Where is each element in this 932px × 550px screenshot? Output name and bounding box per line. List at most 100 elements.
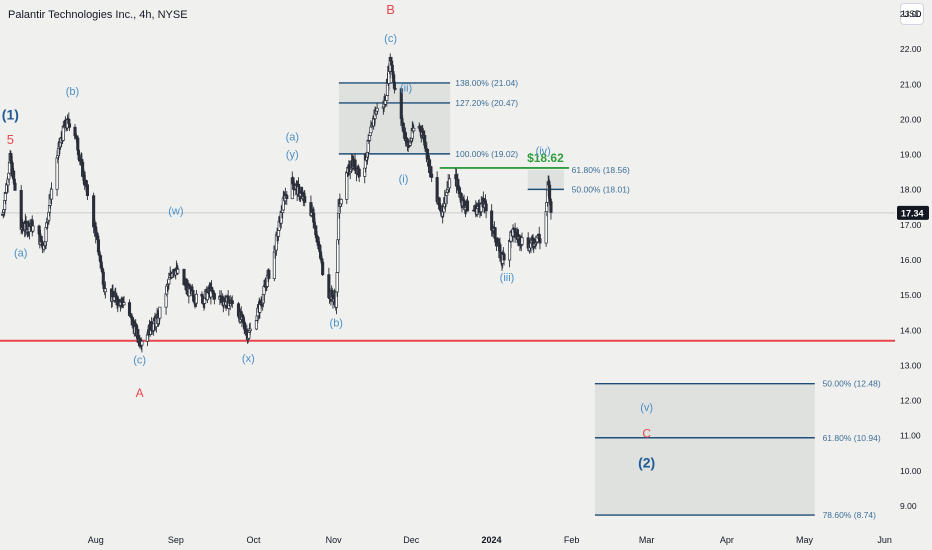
- candle-body: [393, 88, 397, 90]
- candle-body: [122, 302, 126, 306]
- wave-label: (1): [2, 106, 19, 122]
- candle-body: [85, 184, 89, 197]
- candle-body: [12, 170, 16, 180]
- candle-body: [167, 278, 171, 285]
- candle-body: [248, 328, 252, 331]
- fib-level-label: 100.00% (19.02): [455, 149, 518, 159]
- wave-label: (a): [286, 132, 299, 144]
- wave-label: (ii): [400, 82, 412, 94]
- price-tick-label: 13.00: [900, 360, 922, 370]
- candle-body: [357, 168, 361, 177]
- candle-body: [176, 268, 180, 274]
- candle-body: [230, 300, 234, 305]
- wave-label: C: [642, 426, 651, 440]
- level-lines: 138.00% (21.04) 127.20% (20.47) 100.00% (1…: [0, 78, 895, 520]
- wave-label: (x): [242, 353, 255, 365]
- candle-body: [502, 253, 506, 261]
- wave-label: (c): [384, 33, 397, 45]
- candle-body: [484, 203, 488, 212]
- candle-body: [73, 126, 77, 137]
- time-tick-label: Jun: [877, 535, 892, 545]
- candle-body: [96, 235, 100, 241]
- time-tick-label: Aug: [88, 535, 104, 545]
- candle-body: [31, 225, 35, 232]
- candle-body: [508, 240, 512, 261]
- candle-body: [548, 184, 552, 200]
- wave-label: (v): [640, 402, 653, 414]
- price-tick-label: 18.00: [900, 185, 922, 195]
- candle-body: [549, 201, 553, 213]
- time-tick-label: 2024: [481, 535, 501, 545]
- candle-body: [37, 225, 41, 235]
- fib-level-label: 78.60% (8.74): [823, 510, 877, 520]
- candle-body: [412, 127, 416, 132]
- time-tick-label: Oct: [246, 535, 261, 545]
- candle-body: [368, 132, 372, 136]
- candle-body: [544, 211, 548, 244]
- fib-level-label: 50.00% (12.48): [823, 379, 881, 389]
- price-tick-label: 15.00: [900, 290, 922, 300]
- price-tick-label: 14.00: [900, 325, 922, 335]
- currency-button[interactable]: USD: [900, 3, 924, 25]
- time-tick-label: Feb: [564, 535, 580, 545]
- price-tick-label: 11.00: [900, 431, 921, 441]
- fib-box: [594, 383, 815, 516]
- price-tick-label: 20.00: [900, 114, 922, 124]
- price-tick-label: 23.00: [900, 9, 922, 19]
- candle-body: [67, 123, 72, 128]
- target-price-label: $18.62: [527, 151, 564, 165]
- candle-body: [39, 235, 43, 242]
- price-tick-label: 16.00: [900, 255, 922, 265]
- wave-label: (b): [330, 318, 343, 330]
- time-axis: Aug Sep Oct Nov Dec 2024 Feb Mar Apr May Jun: [88, 535, 892, 545]
- time-tick-label: May: [796, 535, 814, 545]
- price-tick-label: 9.00: [900, 501, 917, 511]
- fib-level-label: 61.80% (10.94): [823, 433, 881, 443]
- wave-label: (c): [133, 355, 146, 367]
- fib-level-label: 50.00% (18.01): [572, 184, 630, 194]
- candle-body: [456, 185, 461, 189]
- candle-body: [158, 306, 162, 319]
- candle-body: [423, 135, 427, 146]
- candle-body: [247, 331, 251, 339]
- wave-label: A: [136, 386, 144, 400]
- wave-label: (b): [66, 86, 79, 98]
- wave-label: B: [386, 2, 395, 17]
- candle-body: [375, 107, 379, 112]
- candle-body: [335, 272, 339, 293]
- candle-body: [321, 261, 325, 275]
- wave-label: (i): [399, 174, 409, 186]
- candle-body: [267, 269, 271, 279]
- candle-body: [538, 238, 542, 244]
- candle-body: [430, 173, 434, 178]
- chart-title: Palantir Technologies Inc., 4h, NYSE: [8, 9, 188, 21]
- candle-body: [285, 195, 289, 200]
- candle-body: [385, 95, 389, 101]
- time-tick-label: Dec: [403, 535, 420, 545]
- price-tick-label: 19.00: [900, 150, 922, 160]
- time-tick-label: Mar: [639, 535, 655, 545]
- time-tick-label: Apr: [720, 535, 734, 545]
- candle-body: [339, 198, 343, 205]
- price-tick-label: 10.00: [900, 466, 922, 476]
- candle-body: [212, 293, 216, 300]
- wave-label: (2): [638, 454, 655, 470]
- fib-boxes: [338, 82, 815, 516]
- time-tick-label: Nov: [326, 535, 343, 545]
- last-price-label: 17.34: [901, 208, 924, 218]
- wave-label: (iv): [536, 146, 551, 158]
- wave-label: (a): [14, 247, 27, 259]
- candle-body: [103, 288, 107, 293]
- candle-body: [13, 182, 17, 191]
- candle-body: [276, 230, 281, 237]
- fib-box: [338, 82, 451, 154]
- wave-label: 5: [7, 132, 14, 147]
- price-axis: 23.00 22.00 21.00 20.00 19.00 18.00 17.00 16.00…: [897, 9, 929, 511]
- fib-level-label: 138.00% (21.04): [455, 78, 518, 88]
- candle-body: [303, 196, 307, 203]
- time-tick-label: Sep: [168, 535, 184, 545]
- candle-body: [254, 320, 258, 330]
- wave-label: (w): [168, 205, 183, 217]
- price-tick-label: 22.00: [900, 44, 922, 54]
